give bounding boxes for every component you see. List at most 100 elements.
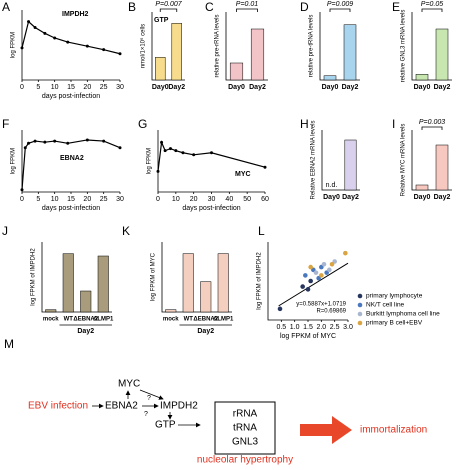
x-tick-label: ΔLMP1 bbox=[213, 317, 234, 323]
point bbox=[43, 140, 47, 144]
point bbox=[118, 52, 122, 56]
p-value: P=0.05 bbox=[421, 1, 443, 8]
group-label: Day2 bbox=[197, 328, 214, 335]
point bbox=[181, 151, 185, 155]
x-axis-label: days post-infection bbox=[42, 93, 100, 100]
point bbox=[319, 273, 324, 278]
bar bbox=[343, 24, 357, 81]
x-tick-label: 0 bbox=[20, 196, 24, 203]
diagram: M EBV infection EBNA2 MYC ? ? IMPDH2 GTP… bbox=[4, 337, 427, 465]
x-tick-label: Day2 bbox=[434, 84, 451, 91]
panel-letter: H bbox=[300, 117, 309, 131]
bar bbox=[323, 75, 337, 81]
point bbox=[192, 153, 196, 157]
x-tick-label: WT bbox=[184, 317, 194, 323]
point bbox=[33, 26, 37, 29]
point bbox=[308, 278, 313, 284]
x-axis-label: days post-infection bbox=[42, 205, 100, 212]
arrow bbox=[139, 389, 164, 400]
x-tick-label: 60 bbox=[261, 196, 269, 203]
point bbox=[118, 146, 122, 150]
bar bbox=[415, 184, 429, 191]
bracket bbox=[159, 8, 178, 12]
x-tick-label: 1.0 bbox=[290, 324, 300, 331]
point bbox=[20, 188, 24, 192]
panel-letter: L bbox=[258, 224, 265, 238]
point bbox=[263, 165, 267, 169]
point bbox=[321, 261, 327, 267]
x-axis-label: log FPKM of MYC bbox=[280, 333, 336, 340]
panel-letter: K bbox=[122, 224, 130, 238]
box bbox=[214, 401, 276, 455]
bar bbox=[435, 144, 449, 191]
x-tick-label: Day2 bbox=[168, 84, 185, 91]
panel-letter: D bbox=[300, 0, 309, 14]
x-tick-label: WT bbox=[64, 317, 74, 323]
panel-letter: B bbox=[128, 0, 136, 14]
y-axis-label: log FPKM of IMPDH2 bbox=[257, 252, 263, 310]
inner-label: MYC bbox=[235, 171, 251, 178]
x-tick-label: 10 bbox=[172, 196, 180, 203]
myc-label: MYC bbox=[118, 379, 140, 390]
bracket bbox=[421, 8, 443, 12]
ebna2-label: EBNA2 bbox=[105, 401, 138, 412]
impdh2-label: IMPDH2 bbox=[160, 401, 198, 412]
point bbox=[327, 267, 332, 273]
inner-label: GTP bbox=[154, 17, 169, 24]
point bbox=[303, 273, 308, 278]
point bbox=[20, 46, 24, 50]
r-value: R=0.69869 bbox=[316, 309, 346, 315]
x-tick-label: Day0 bbox=[152, 84, 169, 91]
x-tick-label: 50 bbox=[243, 196, 251, 203]
x-tick-label: 1.5 bbox=[303, 324, 313, 331]
x-tick-label: 5 bbox=[36, 84, 40, 91]
bar bbox=[200, 281, 212, 313]
bar bbox=[435, 28, 449, 81]
p-value: P=0.007 bbox=[155, 1, 182, 8]
x-tick-label: 25 bbox=[100, 84, 108, 91]
x-tick-label: 25 bbox=[100, 196, 108, 203]
point bbox=[102, 48, 106, 52]
x-tick-label: 3.0 bbox=[343, 324, 353, 331]
x-tick-label: 30 bbox=[116, 84, 124, 91]
bar bbox=[171, 23, 182, 81]
point bbox=[85, 44, 89, 48]
bar bbox=[217, 253, 229, 313]
x-tick-label: 10 bbox=[51, 84, 59, 91]
bar bbox=[80, 290, 92, 313]
point bbox=[174, 149, 178, 153]
legend-label: primary B cell+EBV bbox=[366, 320, 423, 327]
legend-swatch bbox=[357, 302, 363, 308]
panel-letter: G bbox=[138, 117, 147, 131]
point bbox=[343, 250, 348, 256]
x-tick-label: 20 bbox=[190, 196, 198, 203]
legend-label: Burkitt lymphoma cell line bbox=[366, 311, 440, 318]
group-label: Day2 bbox=[77, 328, 94, 335]
y-axis-label: log FPKM bbox=[11, 32, 17, 58]
bracket bbox=[236, 8, 258, 12]
x-tick-label: 15 bbox=[67, 84, 75, 91]
x-tick-label: 5 bbox=[36, 196, 40, 203]
p-value: P=0.01 bbox=[236, 1, 258, 8]
immortalization-label: immortalization bbox=[360, 425, 427, 436]
panel-letter: A bbox=[2, 0, 10, 14]
x-tick-label: 10 bbox=[51, 196, 59, 203]
y-axis-label: log FPKM bbox=[11, 148, 17, 174]
panel-letter: F bbox=[2, 117, 9, 131]
x-tick-label: Day2 bbox=[249, 84, 266, 91]
x-tick-label: 2.5 bbox=[330, 324, 340, 331]
axes bbox=[157, 130, 265, 193]
gtp-label: GTP bbox=[155, 420, 176, 431]
x-tick-label: 40 bbox=[225, 196, 233, 203]
bar bbox=[155, 57, 166, 81]
point bbox=[163, 149, 167, 153]
x-axis-label: days post-infection bbox=[182, 205, 240, 212]
x-tick-label: 15 bbox=[67, 196, 75, 203]
bar bbox=[344, 139, 357, 191]
panel-letter: M bbox=[4, 337, 14, 351]
x-tick-label: ΔLMP1 bbox=[93, 317, 114, 323]
equation: y=0.5887x+1.0719 bbox=[296, 302, 346, 308]
bar bbox=[45, 309, 57, 313]
panel-letter: E bbox=[392, 0, 400, 14]
